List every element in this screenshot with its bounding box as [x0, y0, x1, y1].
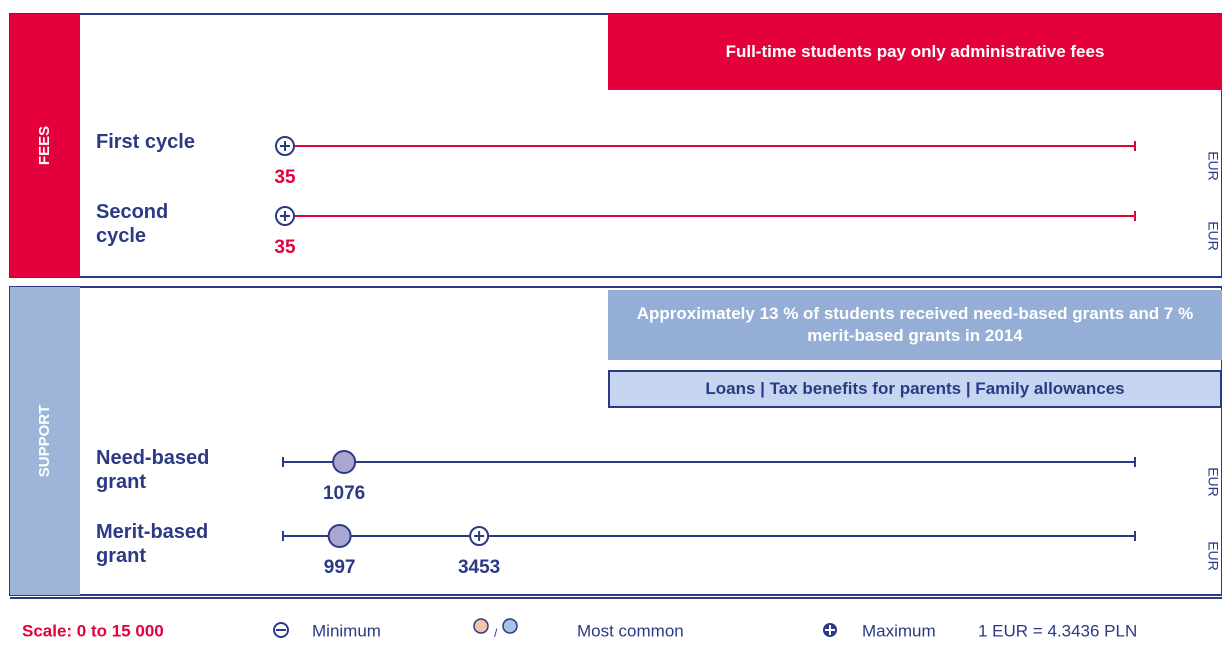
row-label: Second cycle [96, 201, 169, 247]
legend-min-icon [273, 622, 289, 638]
value-label: 997 [324, 557, 356, 578]
note-box: Loans | Tax benefits for parents | Famil… [608, 370, 1222, 408]
unit: EUR [1205, 221, 1221, 251]
legend-most-common: Most common [577, 621, 684, 640]
value-label: 35 [274, 237, 296, 258]
value-label: 1076 [323, 483, 365, 504]
most-common-marker [332, 450, 357, 474]
section-band [10, 287, 80, 595]
row-label-box: First cycle [96, 131, 195, 153]
row-label-box: Second cycle [96, 201, 169, 247]
note-box: Approximately 13 % of students received … [608, 290, 1222, 360]
note-box: Full-time students pay only administrati… [608, 14, 1222, 90]
legend-maximum: Maximum [862, 621, 936, 640]
legend-rate: 1 EUR = 4.3436 PLN [978, 621, 1137, 640]
legend-minimum: Minimum [312, 621, 381, 640]
maximum-marker [274, 206, 295, 226]
value-label: 3453 [458, 557, 500, 578]
most-common-marker [327, 524, 352, 548]
svg-text:/: / [494, 626, 498, 640]
section-label: SUPPORT [36, 405, 53, 478]
section-label: FEES [36, 126, 53, 165]
legend-scale: Scale: 0 to 15 000 [22, 621, 164, 640]
row-label: Need-based grant [96, 447, 210, 493]
maximum-marker [274, 136, 295, 156]
value-label: 35 [274, 167, 296, 188]
row-label-box: Need-based grant [96, 447, 210, 493]
row-label-box: Merit-based grant [96, 521, 209, 567]
legend-common-icon: / [473, 618, 518, 640]
row-label: First cycle [96, 131, 195, 153]
unit: EUR [1205, 467, 1221, 497]
row-label: Merit-based grant [96, 521, 209, 567]
note: Loans | Tax benefits for parents | Famil… [608, 370, 1222, 408]
section-band [10, 14, 80, 277]
note: Approximately 13 % of students received … [608, 290, 1222, 360]
unit: EUR [1205, 541, 1221, 571]
note: Full-time students pay only administrati… [608, 14, 1222, 90]
maximum-marker [469, 526, 490, 546]
unit: EUR [1205, 151, 1221, 181]
legend-max-icon [823, 623, 837, 637]
